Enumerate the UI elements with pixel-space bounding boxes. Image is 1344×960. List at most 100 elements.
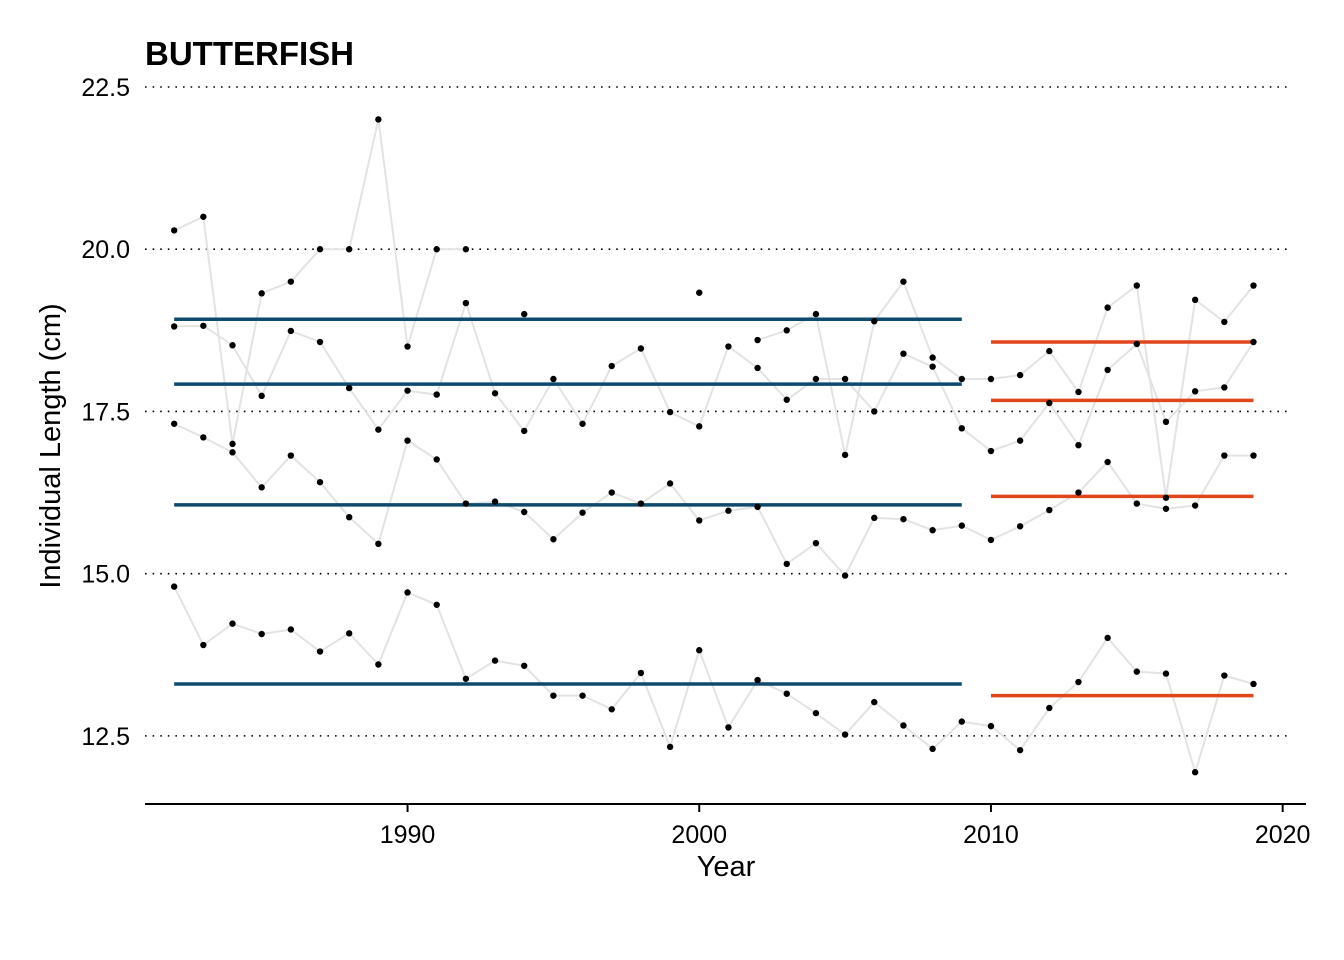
data-point	[666, 743, 674, 751]
data-point	[1191, 388, 1199, 395]
data-point	[841, 731, 849, 738]
data-point	[900, 722, 907, 729]
data-point	[900, 515, 907, 523]
data-point	[258, 484, 265, 491]
data-point	[1075, 441, 1082, 449]
data-point	[375, 661, 382, 668]
data-point	[900, 278, 907, 285]
data-point	[666, 408, 674, 416]
data-point	[287, 327, 295, 335]
data-point	[1250, 452, 1257, 459]
data-point	[637, 669, 645, 677]
data-point	[345, 246, 353, 253]
series-line-1	[173, 586, 1254, 776]
data-point	[812, 375, 820, 383]
data-point	[1016, 523, 1024, 530]
data-point	[1133, 500, 1141, 507]
data-point	[1046, 506, 1053, 514]
y-tick-label: 22.5	[81, 74, 130, 102]
data-point	[1221, 452, 1228, 459]
series-line-2	[173, 422, 1254, 578]
data-point	[987, 722, 995, 730]
data-point	[783, 560, 790, 568]
data-point	[170, 583, 178, 590]
data-point	[812, 709, 820, 717]
mean-lines	[174, 317, 1254, 698]
data-point	[200, 641, 207, 649]
data-point	[987, 536, 995, 544]
data-point	[637, 500, 645, 507]
data-point	[579, 420, 586, 427]
data-point	[462, 299, 470, 307]
data-point	[929, 745, 936, 753]
data-point	[404, 437, 411, 444]
data-point	[1075, 388, 1082, 396]
data-point	[229, 620, 236, 627]
data-point	[1221, 384, 1228, 391]
data-point	[1133, 340, 1141, 348]
data-point	[229, 440, 236, 448]
data-point	[1162, 505, 1170, 512]
data-point	[433, 456, 440, 463]
y-tick-label: 12.5	[81, 723, 130, 751]
data-point	[1133, 282, 1141, 289]
data-point	[491, 657, 499, 664]
data-point	[608, 362, 615, 370]
data-point	[404, 387, 411, 394]
data-point	[608, 706, 615, 713]
data-point	[1104, 634, 1111, 642]
data-point	[1250, 282, 1257, 289]
data-point	[404, 589, 411, 596]
data-point	[812, 310, 820, 318]
data-point	[491, 390, 499, 397]
data-point	[1162, 418, 1170, 426]
data-point	[287, 278, 295, 285]
y-axis-label: Individual Length (cm)	[35, 303, 67, 588]
data-point	[287, 452, 295, 459]
data-point	[375, 426, 382, 433]
data-point	[229, 449, 236, 456]
data-point	[725, 343, 732, 350]
data-point	[433, 601, 440, 608]
gridlines	[145, 86, 1290, 737]
data-point	[316, 246, 324, 253]
data-point	[841, 451, 849, 459]
y-tick-label: 20.0	[81, 236, 130, 264]
data-point	[1046, 347, 1053, 355]
data-point	[258, 290, 265, 297]
data-point	[637, 345, 645, 352]
data-point	[200, 322, 207, 329]
data-point	[375, 540, 382, 548]
data-point	[1250, 680, 1257, 688]
data-point	[929, 363, 936, 370]
data-point	[550, 375, 557, 383]
y-tick-label: 15.0	[81, 561, 130, 589]
data-point	[345, 630, 353, 637]
data-point	[170, 227, 178, 234]
data-point	[696, 517, 703, 524]
data-point	[1191, 769, 1199, 776]
data-point	[1104, 304, 1111, 311]
data-point	[462, 500, 470, 507]
data-point	[696, 289, 703, 296]
data-point	[1046, 399, 1053, 407]
data-point	[375, 116, 382, 123]
data-point	[900, 350, 907, 357]
data-point	[1016, 746, 1024, 754]
data-point	[521, 662, 528, 669]
data-point	[1046, 704, 1053, 712]
x-tick-label: 2010	[963, 821, 1019, 849]
series-lines	[173, 119, 1255, 776]
x-axis-label: Year	[697, 851, 756, 883]
x-axis-ticks: 1990 2000 2010 2020	[380, 804, 1310, 849]
y-tick-label: 17.5	[81, 398, 130, 426]
data-point	[871, 408, 878, 415]
data-point	[1075, 678, 1082, 686]
data-point	[725, 724, 732, 731]
data-point	[287, 626, 295, 633]
data-points	[170, 116, 1257, 776]
data-point	[345, 384, 353, 392]
data-point	[521, 427, 528, 435]
data-point	[404, 343, 411, 350]
data-point	[987, 447, 995, 455]
